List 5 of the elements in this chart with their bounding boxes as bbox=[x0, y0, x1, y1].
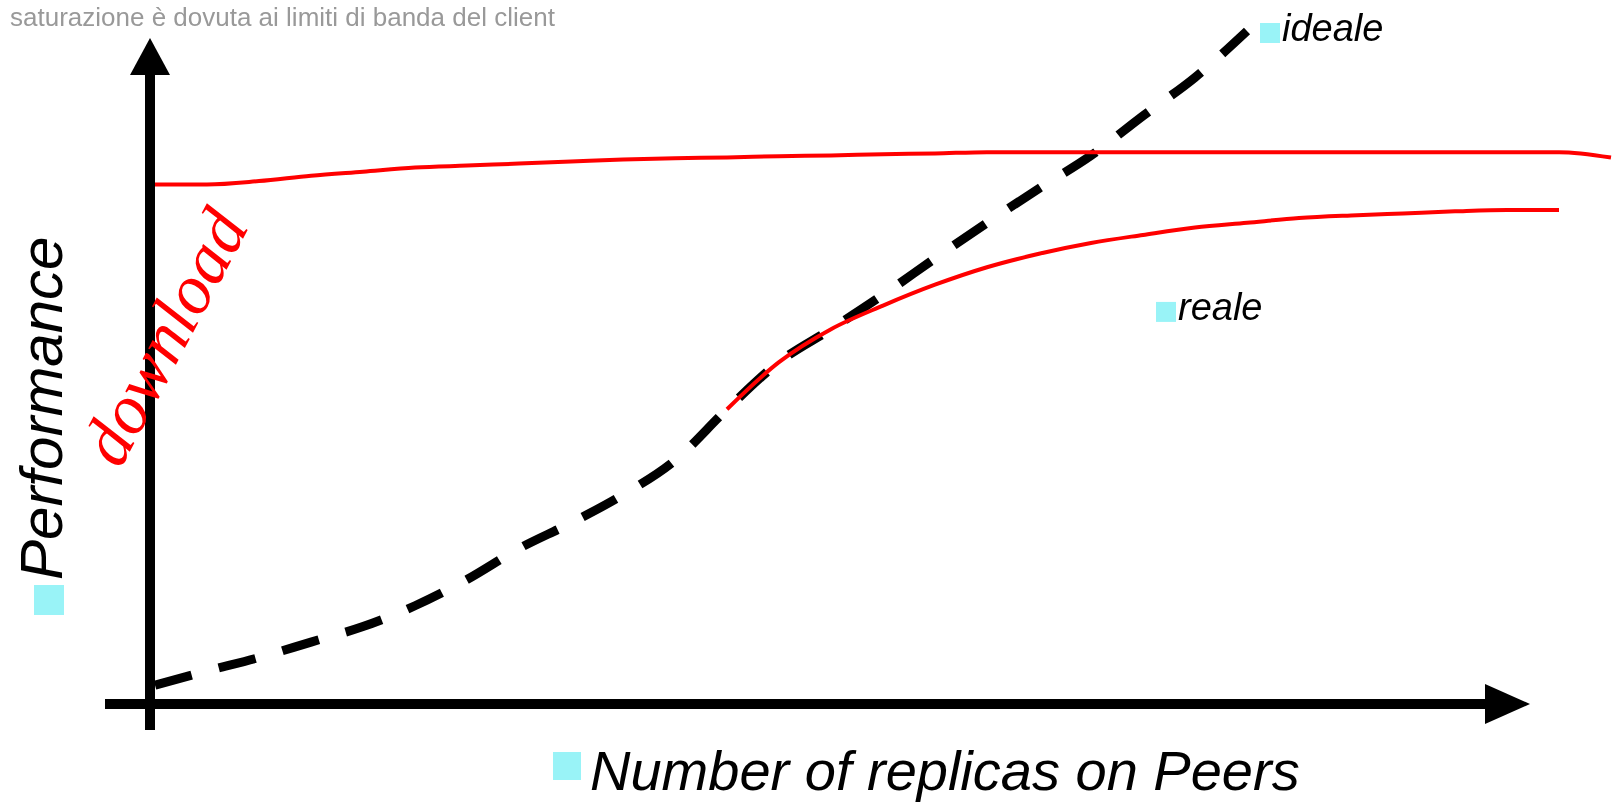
x-axis-title: Number of replicas on Peers bbox=[590, 739, 1300, 802]
y-axis-title: Performance bbox=[8, 236, 75, 580]
chart-title: saturazione è dovuta ai limiti di banda del client bbox=[10, 2, 556, 32]
series-label: reale bbox=[1178, 285, 1263, 328]
series-label: ideale bbox=[1282, 7, 1384, 49]
